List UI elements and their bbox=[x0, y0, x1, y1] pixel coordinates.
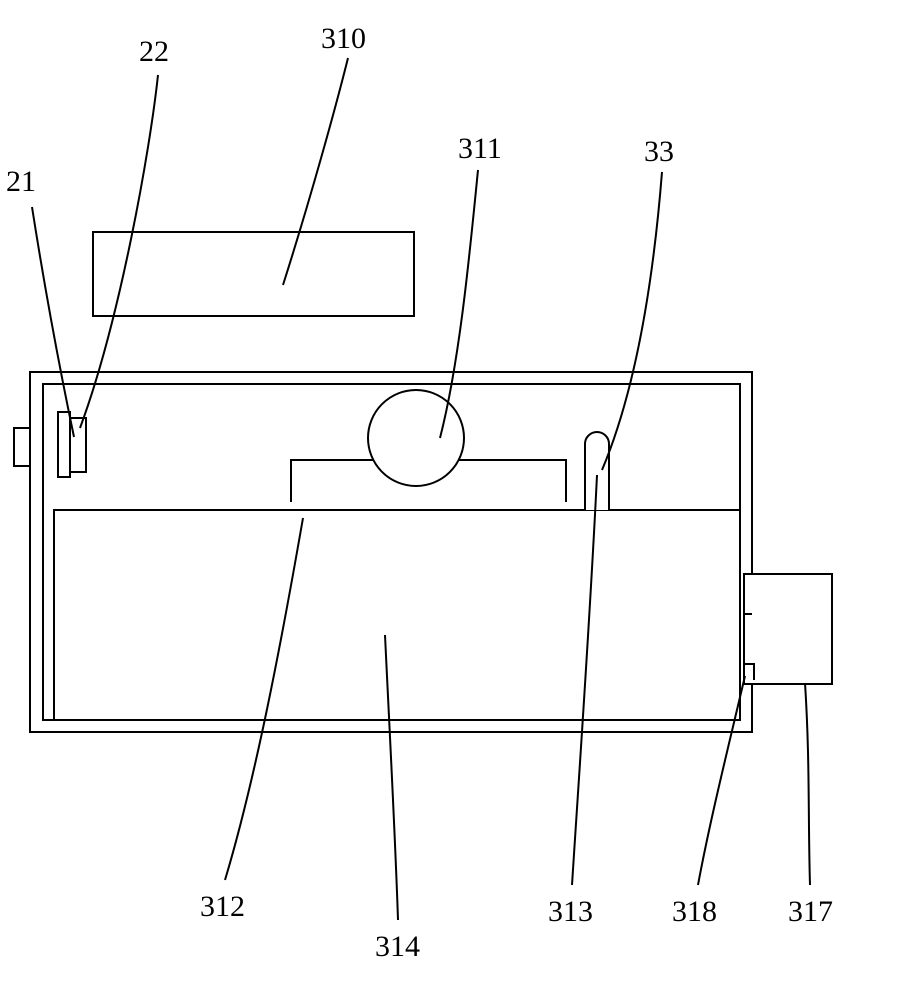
label-310: 310 bbox=[321, 22, 366, 56]
label-33: 33 bbox=[644, 135, 674, 169]
label-314: 314 bbox=[375, 930, 420, 964]
label-312: 312 bbox=[200, 890, 245, 924]
diagram-svg bbox=[0, 0, 902, 1000]
diagram-canvas: 21 22 310 311 33 312 314 313 318 317 bbox=[0, 0, 902, 1000]
label-313: 313 bbox=[548, 895, 593, 929]
label-318: 318 bbox=[672, 895, 717, 929]
label-317: 317 bbox=[788, 895, 833, 929]
label-22: 22 bbox=[139, 35, 169, 69]
label-311: 311 bbox=[458, 132, 502, 166]
label-21: 21 bbox=[6, 165, 36, 199]
